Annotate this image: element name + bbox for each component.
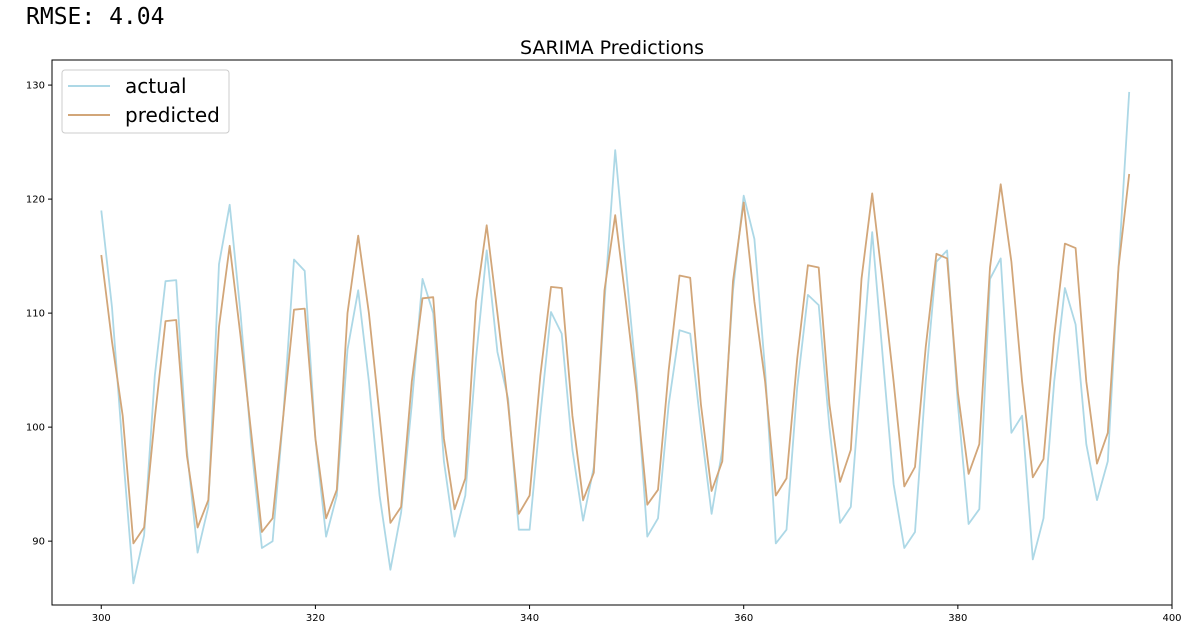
- x-tick-label: 340: [520, 613, 539, 624]
- y-tick-label: 90: [32, 537, 45, 548]
- x-tick-label: 300: [92, 613, 111, 624]
- x-tick-label: 380: [948, 613, 967, 624]
- rmse-label: RMSE: 4.04: [26, 4, 165, 30]
- x-tick-label: 320: [306, 613, 325, 624]
- y-tick-label: 110: [26, 309, 45, 320]
- series-line-predicted: [100, 173, 1131, 545]
- series-line-actual: [100, 91, 1131, 585]
- x-tick-label: 400: [1162, 613, 1181, 624]
- series-lines: [100, 91, 1131, 585]
- legend-label-actual: actual: [125, 74, 187, 98]
- y-tick-label: 100: [26, 423, 45, 434]
- chart-title: SARIMA Predictions: [520, 37, 704, 59]
- legend-label-predicted: predicted: [125, 103, 220, 127]
- y-tick-label: 120: [26, 195, 45, 206]
- plot-area-frame: [51, 59, 1173, 606]
- y-tick-label: 130: [26, 81, 45, 92]
- legend: actual predicted: [61, 69, 230, 134]
- x-tick-label: 360: [734, 613, 753, 624]
- axis-ticks: 300 320 340 360 380 400 90 100 110 120 130: [26, 81, 1182, 624]
